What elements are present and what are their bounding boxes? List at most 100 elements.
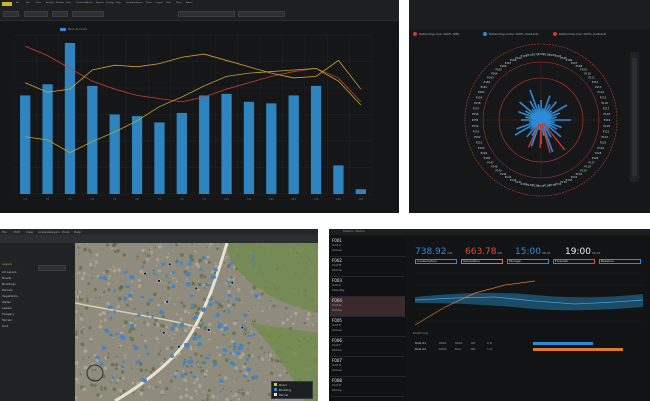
terrain-texture: [257, 356, 260, 359]
terrain-texture: [155, 264, 158, 267]
menu-item[interactable]: Layout: [156, 2, 163, 4]
layer-item[interactable]: Grid: [2, 324, 9, 328]
unit-card[interactable]: F005 Unit E Online: [330, 317, 405, 337]
menu-item[interactable]: View: [26, 230, 34, 234]
ring-label: P126: [592, 156, 599, 160]
filter-field[interactable]: [238, 11, 285, 17]
table-row[interactable]: Row 02 0002 Run OK 1.4: [413, 347, 647, 352]
series-tag[interactable]: Generation: [461, 259, 503, 264]
menu-item[interactable]: Templates: [126, 2, 137, 4]
combo-4[interactable]: [72, 11, 104, 17]
layer-item[interactable]: Parcels: [2, 288, 13, 292]
menu-item[interactable]: Export: [136, 2, 143, 4]
terrain-texture: [130, 367, 133, 370]
terrain-texture: [85, 306, 89, 310]
terrain-texture: [312, 323, 315, 326]
series-tag[interactable]: Storage: [507, 259, 549, 264]
terrain-texture: [197, 362, 200, 365]
building: [135, 313, 141, 318]
series-tag[interactable]: Forecast: [553, 259, 595, 264]
layer-item[interactable]: Labels: [2, 306, 12, 310]
layer-filter[interactable]: [38, 265, 66, 271]
terrain-texture: [216, 311, 219, 314]
terrain-texture: [182, 304, 186, 308]
menu-item[interactable]: Help: [116, 2, 121, 4]
terrain-texture: [224, 323, 228, 328]
menu-item[interactable]: Charts: [86, 2, 93, 4]
menu-item[interactable]: Window: [56, 2, 64, 4]
menu-item[interactable]: Help: [74, 230, 81, 234]
menu-item[interactable]: File: [16, 2, 20, 4]
terrain-texture: [172, 277, 175, 280]
menu-item[interactable]: Layers: [50, 230, 60, 234]
menu-item[interactable]: Dashboards: [76, 2, 88, 4]
building: [170, 353, 175, 359]
unit-card[interactable]: F004 Unit D Online: [330, 297, 405, 317]
series-tag[interactable]: Consumption: [415, 259, 457, 264]
unit-card[interactable]: F006 Unit F Online: [330, 337, 405, 357]
menu-item[interactable]: Settings: [106, 2, 115, 4]
menu-item[interactable]: Analysis: [46, 2, 55, 4]
trend-line: [415, 280, 536, 326]
menu-item[interactable]: Reports: [96, 2, 104, 4]
menu-item[interactable]: Edit: [26, 2, 30, 4]
menu-item[interactable]: Edit: [14, 230, 20, 234]
combo-2[interactable]: [24, 11, 48, 17]
terrain-texture: [243, 371, 246, 373]
menu-item[interactable]: Tools: [66, 2, 71, 4]
terrain-texture: [187, 311, 191, 314]
menu-item[interactable]: Analysis: [38, 230, 51, 234]
layer-item[interactable]: All Layers: [2, 270, 17, 274]
map-marker: [162, 330, 166, 335]
terrain-texture: [83, 331, 85, 333]
menu-item[interactable]: File: [2, 230, 8, 234]
terrain-texture: [198, 280, 200, 282]
ring-label: P171: [526, 53, 533, 57]
ring-label: P161: [481, 85, 488, 89]
unit-card[interactable]: F001 Unit A Online: [330, 237, 405, 257]
unit-card[interactable]: F008 Unit H Online: [330, 377, 405, 397]
menu-item[interactable]: Admin: [186, 2, 193, 4]
terrain-texture: [145, 261, 147, 264]
ring-label: P165: [495, 67, 502, 71]
ring-label: P155: [472, 118, 479, 122]
terrain-texture: [96, 393, 101, 397]
unit-card[interactable]: F002 Unit B Online: [330, 257, 405, 277]
ring-label: P167: [505, 61, 512, 65]
layer-item[interactable]: Buildings: [2, 282, 16, 286]
menu-item[interactable]: Tools: [62, 230, 70, 234]
map-canvas[interactable]: [75, 243, 318, 401]
menu-item[interactable]: Filters: [176, 2, 182, 4]
layer-item[interactable]: Imagery: [2, 312, 15, 316]
legend-label: Road: [279, 383, 287, 387]
layer-item[interactable]: Water: [2, 300, 11, 304]
building: [94, 355, 101, 360]
menu-item[interactable]: View: [36, 2, 41, 4]
unit-status: Online: [332, 248, 342, 252]
layer-item[interactable]: Terrain: [2, 318, 13, 322]
table-row[interactable]: Row 01 0001 Start OK 0.0: [413, 341, 647, 346]
terrain-texture: [197, 384, 202, 388]
terrain-texture: [182, 369, 185, 372]
terrain-texture: [80, 342, 85, 347]
terrain-texture: [224, 358, 229, 363]
terrain-texture: [250, 354, 254, 358]
menu-item[interactable]: Share: [146, 2, 152, 4]
unit-card[interactable]: F007 Unit G Online: [330, 357, 405, 377]
combo-1[interactable]: [3, 11, 19, 17]
unit-card[interactable]: F003 Unit C Standby: [330, 277, 405, 297]
combo-3[interactable]: [52, 11, 68, 17]
ring-label: P112: [592, 80, 599, 84]
menu-item[interactable]: Data: [166, 2, 171, 4]
building: [180, 373, 185, 379]
layer-item[interactable]: Roads: [2, 276, 12, 280]
terrain-texture: [101, 311, 105, 314]
terrain-texture: [232, 331, 236, 336]
vertical-scrollbar[interactable]: [630, 52, 639, 182]
series-tag[interactable]: Baseline: [599, 259, 641, 264]
layer-item[interactable]: Vegetation: [2, 294, 19, 298]
terrain-texture: [178, 252, 181, 255]
ring-label: P118: [603, 112, 610, 116]
date-range[interactable]: [178, 11, 235, 17]
bar: [310, 85, 322, 194]
